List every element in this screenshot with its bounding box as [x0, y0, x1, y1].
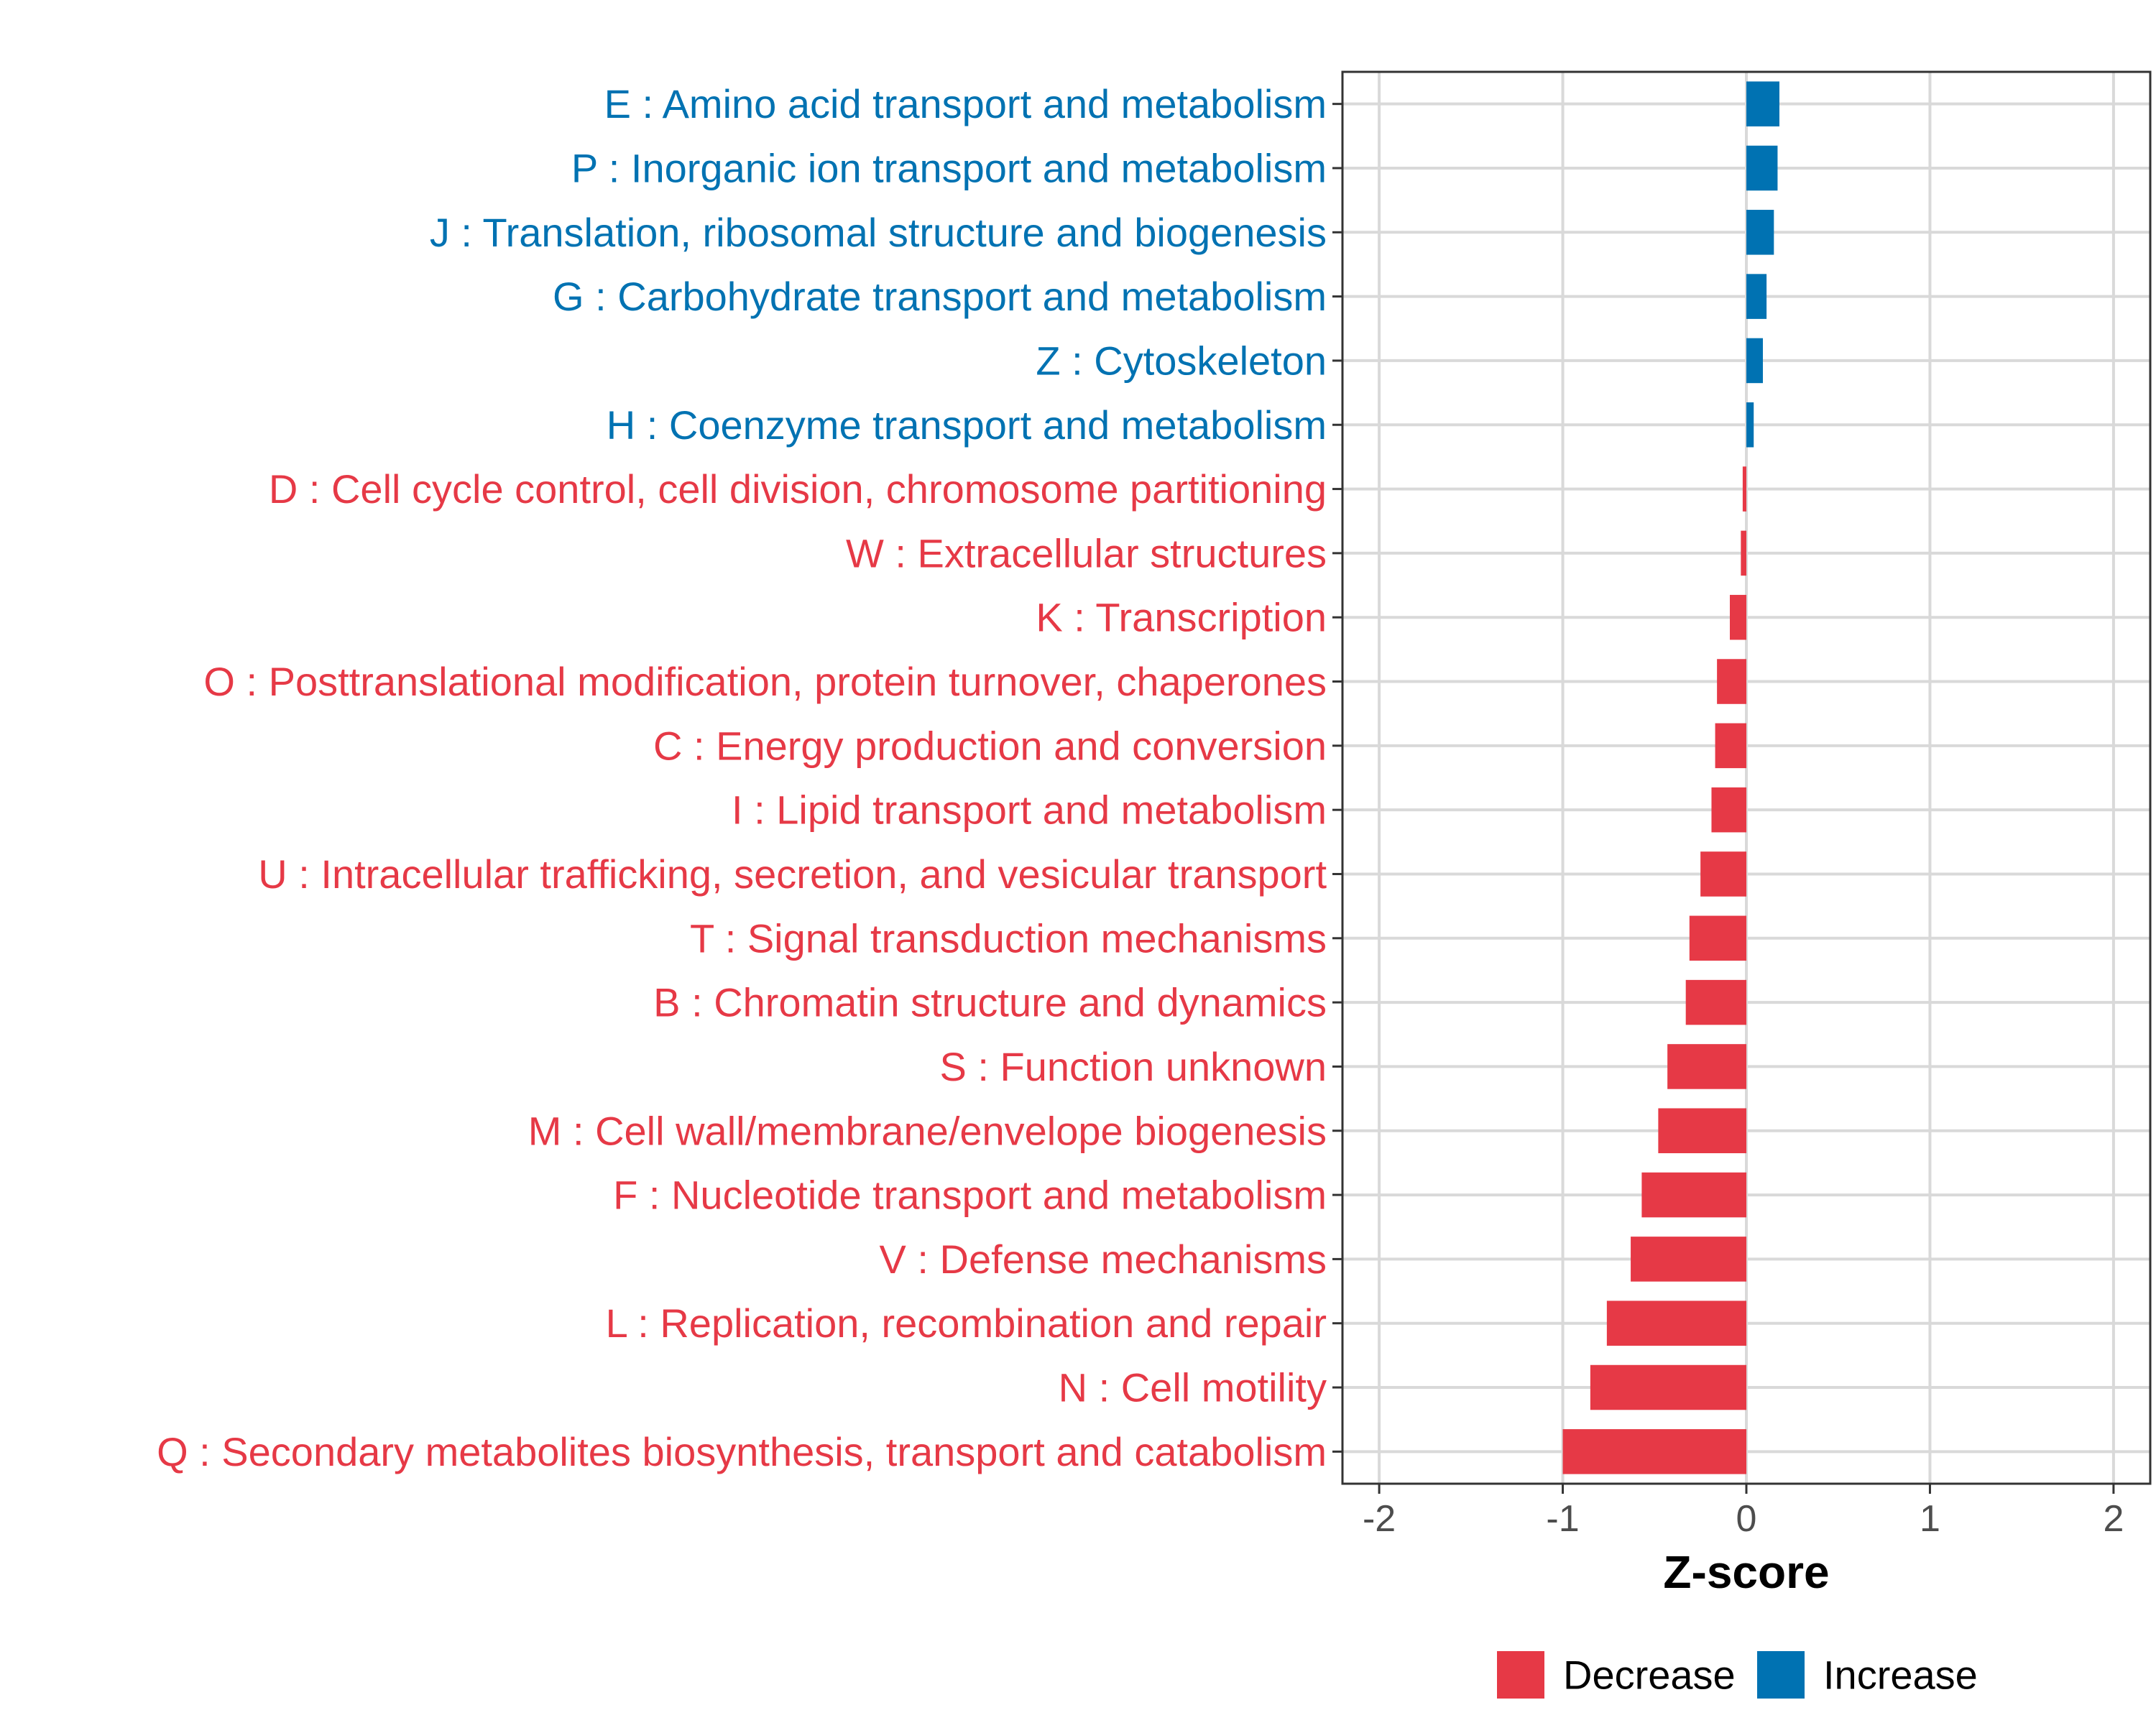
category-labels: E : Amino acid transport and metabolism P…: [157, 81, 1327, 1474]
category-label: D : Cell cycle control, cell division, c…: [269, 466, 1327, 512]
x-tick-label: 2: [2103, 1498, 2124, 1540]
legend-label-decrease: Decrease: [1563, 1653, 1736, 1698]
bar: [1641, 1172, 1746, 1218]
x-tick-label: -1: [1546, 1498, 1579, 1540]
bar: [1685, 979, 1746, 1025]
category-label: Q : Secondary metabolites biosynthesis, …: [157, 1429, 1327, 1474]
category-label: N : Cell motility: [1059, 1365, 1327, 1410]
category-label: E : Amino acid transport and metabolism: [604, 81, 1327, 126]
bar: [1746, 338, 1763, 384]
bar: [1742, 466, 1746, 512]
category-label: W : Extracellular structures: [846, 530, 1327, 576]
category-label: C : Energy production and conversion: [653, 723, 1327, 768]
bar: [1700, 851, 1746, 897]
bar: [1631, 1237, 1746, 1282]
category-label: M : Cell wall/membrane/envelope biogenes…: [528, 1108, 1327, 1153]
legend: Decrease Increase: [1497, 1651, 1978, 1699]
bar: [1711, 787, 1746, 833]
bar: [1667, 1044, 1746, 1089]
category-label: F : Nucleotide transport and metabolism: [613, 1173, 1327, 1218]
category-label: B : Chromatin structure and dynamics: [653, 980, 1327, 1025]
x-tick-label: 0: [1736, 1498, 1757, 1540]
bar: [1746, 274, 1767, 319]
bar: [1730, 594, 1746, 640]
category-label: O : Posttranslational modification, prot…: [203, 659, 1327, 704]
category-label: K : Transcription: [1036, 595, 1327, 640]
x-tick-label: -2: [1363, 1498, 1396, 1540]
category-label: I : Lipid transport and metabolism: [732, 787, 1327, 833]
legend-label-increase: Increase: [1823, 1653, 1978, 1698]
category-label: Z : Cytoskeleton: [1036, 338, 1327, 383]
bar: [1746, 402, 1754, 448]
legend-key-decrease: [1497, 1651, 1544, 1699]
bar: [1741, 530, 1746, 576]
category-label: V : Defense mechanisms: [880, 1237, 1327, 1282]
x-tick-label: 1: [1920, 1498, 1940, 1540]
bar: [1658, 1108, 1746, 1154]
bar: [1590, 1364, 1746, 1410]
bar: [1606, 1300, 1746, 1346]
category-label: S : Function unknown: [939, 1044, 1327, 1089]
bar: [1746, 81, 1779, 126]
bar: [1717, 659, 1746, 704]
category-label: G : Carbohydrate transport and metabolis…: [553, 274, 1327, 319]
y-axis-ticks: [1332, 103, 1342, 1453]
bar: [1746, 145, 1778, 191]
category-label: J : Translation, ribosomal structure and…: [430, 210, 1327, 255]
category-label: T : Signal transduction mechanisms: [690, 915, 1327, 961]
bar: [1562, 1429, 1746, 1474]
bars: [1562, 81, 1779, 1474]
legend-key-increase: [1757, 1651, 1805, 1699]
bar: [1746, 210, 1774, 255]
bar: [1689, 915, 1746, 961]
bar: [1715, 723, 1746, 769]
category-label: H : Coenzyme transport and metabolism: [607, 402, 1327, 448]
category-label: U : Intracellular trafficking, secretion…: [258, 851, 1327, 897]
x-axis-title: Z-score: [1663, 1546, 1829, 1598]
x-axis-ticks: -2 -1 0 1 2: [1363, 1484, 2124, 1540]
category-label: P : Inorganic ion transport and metaboli…: [571, 145, 1327, 190]
category-label: L : Replication, recombination and repai…: [606, 1300, 1327, 1346]
